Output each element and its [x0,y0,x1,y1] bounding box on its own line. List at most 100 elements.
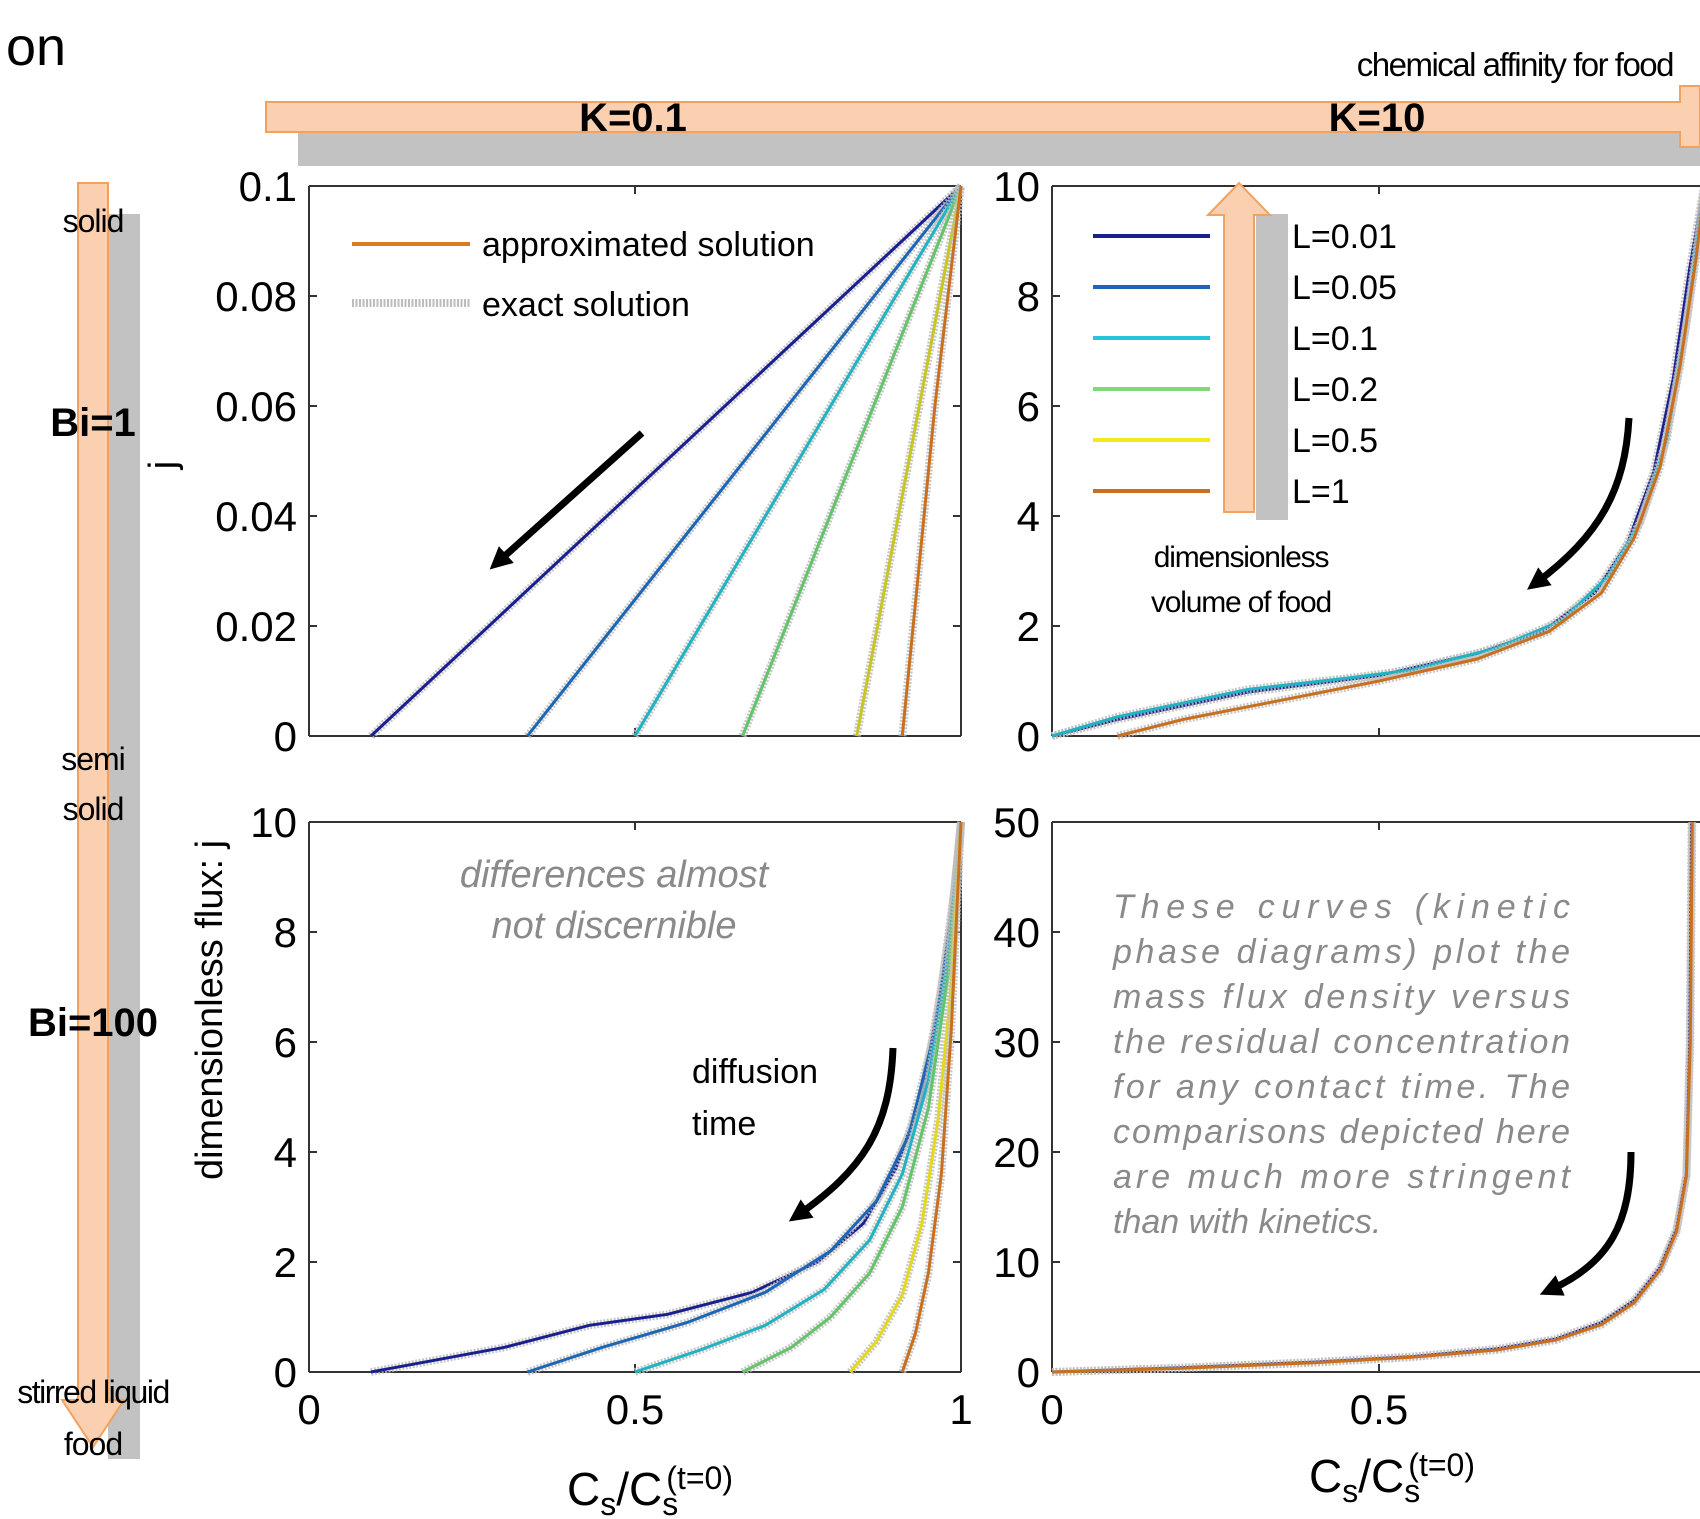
xlabel-left: Cs/Cs(t=0) [567,1460,733,1519]
note-line-3: the residual concentration [1113,1023,1570,1061]
legend-volume-items: L=0.01 L=0.05 L=0.1 L=0.2 L=0.5 L=1 [1093,218,1397,511]
xlabel-right: Cs/Cs(t=0) [1309,1447,1475,1509]
k-high-label: K=10 [1329,96,1426,140]
series-line-5 [900,821,963,1373]
xlabel-right-slash: / [1358,1450,1371,1502]
series-line-4 [855,185,963,737]
note-line-4: for any contact time. The [1113,1068,1570,1106]
series-line-1 [1051,821,1694,1374]
y-tick-label: 6 [1017,383,1040,430]
food-state-arrow-body [60,182,126,1449]
y-tick-label: 2 [274,1239,297,1286]
legend-volume-label-3: L=0.2 [1292,371,1378,409]
y-tick-label: 6 [274,1019,297,1066]
x-tick-label: 1 [949,1386,972,1433]
annotation-differences-1: differences almost [460,854,770,896]
xlabel-right-main-2: C [1371,1450,1404,1502]
affinity-label: chemical affinity for food [1357,46,1673,83]
legend-solution-type: approximated solution exact solution [352,226,815,324]
series-line-2 [1117,212,1700,738]
title-fragment: on [6,17,66,77]
plot-k10-bi1: 0 2 4 6 8 10 [993,163,1700,760]
x-tick-label: 0.5 [606,1386,664,1433]
series-line-0 [369,184,963,738]
xlabel-left-slash: / [616,1463,629,1515]
affinity-arrow-body [265,85,1700,148]
k-low-label: K=0.1 [579,96,687,140]
legend-volume-label-2: L=0.1 [1292,320,1378,358]
food-state-food: food [64,1426,122,1462]
legend-volume-label-1: L=0.05 [1292,269,1397,307]
y-tick-label: 0 [1017,1349,1040,1396]
xlabel-left-main-2: C [629,1463,662,1515]
annotation-diffusion-1: diffusion [692,1053,818,1091]
note-line-0: These curves (kinetic [1113,888,1570,926]
plot-k0.1-bi1: 0 0.02 0.04 0.06 0.08 0.1 [215,163,965,760]
y-tick-label: 40 [993,909,1040,956]
y-tick-label: 30 [993,1019,1040,1066]
y-tick-label: 4 [1017,493,1040,540]
y-tick-label: 4 [274,1129,297,1176]
x-tick-label: 0.5 [1350,1386,1408,1433]
y-tick-label: 0 [1017,713,1040,760]
affinity-arrow [265,85,1700,166]
food-state-solid: solid [63,203,124,239]
legend-volume-label-5: L=1 [1292,473,1350,511]
y-tick-label: 0 [274,1349,297,1396]
y-tick-label: 0 [274,713,297,760]
kinetic-phase-note: These curves (kinetic phase diagrams) plo… [1112,888,1572,1241]
note-line-1: phase diagrams) plot the [1112,933,1570,971]
legend-volume: L=0.01 L=0.05 L=0.1 L=0.2 L=0.5 L=1 dimension… [1093,181,1397,619]
volume-arrow-body [1205,181,1273,513]
trend-arrow-4 [1539,1151,1635,1296]
y-tick-label: 0.04 [215,493,297,540]
legend-approx-label: approximated solution [482,226,815,264]
y-tick-label: 0.1 [239,163,297,210]
plot-k0.1-bi100: 0 2 4 6 8 10 0 0.5 1 [250,799,972,1433]
food-state-arrow-shadow [108,214,140,1459]
legend-volume-title-1: dimensionless [1154,541,1329,574]
trend-arrow-3 [788,1047,897,1222]
food-state-semi: semi [61,741,125,777]
series-line-5 [900,185,963,737]
volume-arrow-shadow [1256,214,1288,520]
xlabel-right-sup: (t=0) [1408,1447,1475,1483]
xlabel-right-sub-2: s [1404,1473,1420,1509]
y-tick-label: 10 [250,799,297,846]
legend-exact-label: exact solution [482,286,690,324]
xlabel-left-sup: (t=0) [666,1460,733,1496]
xlabel-right-sub-1: s [1342,1473,1358,1509]
xlabel-right-main-1: C [1309,1450,1342,1502]
food-state-arrow [60,182,140,1459]
xlabel-left-sub-2: s [662,1486,678,1519]
series-line-3 [741,185,963,737]
y-tick-label: 10 [993,163,1040,210]
y-tick-label: 0.02 [215,603,297,650]
ylabel-top: j [142,461,184,470]
note-line-2: mass flux density versus [1113,978,1570,1016]
bi-high-label: Bi=100 [28,1001,158,1045]
note-line-7: than with kinetics. [1113,1203,1381,1241]
note-line-5: comparisons depicted here [1113,1113,1570,1151]
trend-arrow-1 [489,430,645,570]
annotation-differences-2: not discernible [491,905,736,947]
y-tick-label: 50 [993,799,1040,846]
bi-low-label: Bi=1 [50,401,136,445]
y-tick-label: 8 [1017,273,1040,320]
ylabel-bottom: dimensionless flux: j [189,840,231,1180]
series-exact-4 [847,821,965,1375]
series-exact-2 [1116,191,1700,740]
y-tick-label: 2 [1017,603,1040,650]
y-tick-label: 0.08 [215,273,297,320]
series-line-1 [526,185,963,737]
note-line-6: are much more stringent [1113,1158,1572,1196]
legend-volume-label-4: L=0.5 [1292,422,1378,460]
y-tick-label: 8 [274,909,297,956]
xlabel-left-sub-1: s [600,1486,616,1519]
y-tick-label: 0.06 [215,383,297,430]
y-tick-label: 20 [993,1129,1040,1176]
x-tick-label: 0 [1040,1386,1063,1433]
series-line-2 [633,185,963,737]
x-tick-label: 0 [297,1386,320,1433]
